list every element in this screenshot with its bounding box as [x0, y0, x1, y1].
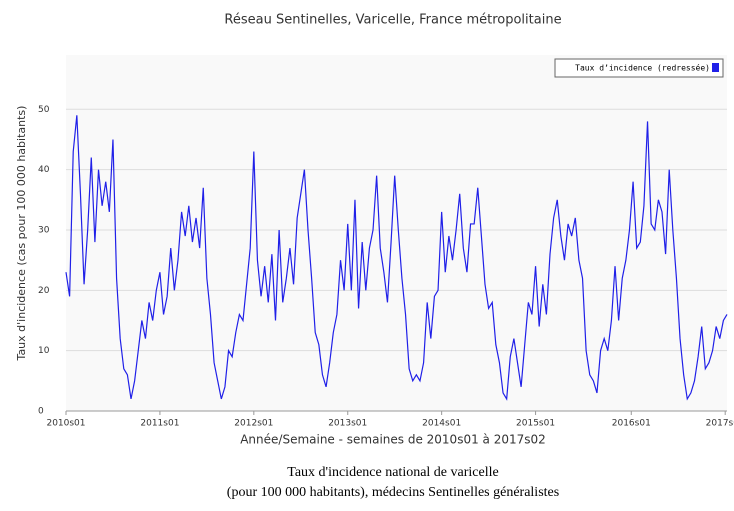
x-tick-label: 2011s01 — [140, 419, 179, 429]
x-tick-label: 2014s01 — [422, 419, 461, 429]
caption: (pour 100 000 habitants), médecins Senti… — [227, 485, 559, 500]
legend-label: Taux d’incidence (redressée) — [575, 63, 710, 73]
x-tick-label: 2016s01 — [612, 419, 651, 429]
x-tick-label: 2017s01 — [706, 419, 734, 429]
x-tick-label: 2013s01 — [328, 419, 367, 429]
y-tick-label: 0 — [38, 407, 44, 417]
chart-title: Réseau Sentinelles, Varicelle, France mé… — [224, 13, 561, 28]
plot-area — [66, 55, 727, 411]
legend-box — [554, 58, 724, 78]
legend-swatch — [712, 63, 719, 72]
data-line — [65, 115, 728, 401]
x-axis-label: Année/Semaine - semaines de 2010s01 à 20… — [240, 433, 546, 447]
y-tick-label: 30 — [38, 225, 50, 235]
x-tick-label: 2015s01 — [516, 419, 555, 429]
y-tick-label: 10 — [38, 346, 50, 356]
y-tick-label: 40 — [38, 165, 50, 175]
y-tick-label: 50 — [38, 105, 50, 115]
x-tick-label: 2010s01 — [46, 419, 85, 429]
y-tick-label: 20 — [38, 286, 50, 296]
caption: Taux d'incidence national de varicelle — [287, 465, 498, 480]
y-axis-label: Taux d'incidence (cas pour 100 000 habit… — [15, 106, 28, 362]
x-tick-label: 2012s01 — [234, 419, 273, 429]
